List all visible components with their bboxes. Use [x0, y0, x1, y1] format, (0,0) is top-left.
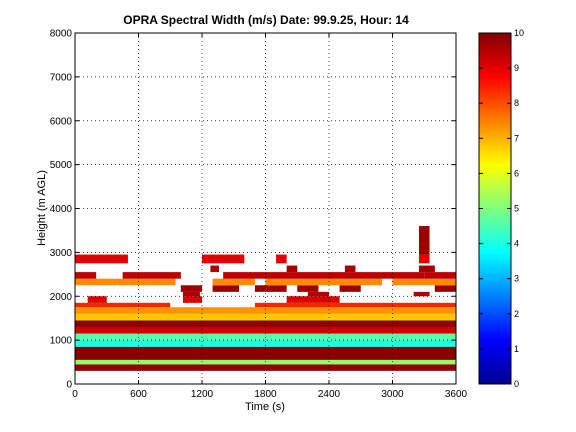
plot-area: 0 600 1200 1800 2400 3000 3600 0 1000 2000 3000 40… [50, 29, 468, 401]
heatmap-cell [75, 340, 456, 347]
heatmap-cell [434, 285, 456, 292]
heatmap-cell [75, 254, 128, 264]
x-tick-label: 1800 [254, 389, 277, 400]
colorbar-tick-label: 0 [514, 379, 519, 389]
heatmap-cell [180, 285, 202, 292]
heatmap-cell [182, 296, 202, 303]
y-tick-label: 7000 [50, 72, 73, 83]
colorbar-tick-label: 4 [514, 239, 519, 249]
x-tick-label: 2400 [318, 389, 341, 400]
heatmap-cell [87, 296, 107, 303]
heatmap-cell [75, 333, 456, 341]
heatmap-cell [307, 291, 329, 297]
colorbar-tick-label: 8 [514, 98, 519, 108]
heatmap-cell [75, 320, 456, 327]
y-tick-label: 2000 [50, 292, 73, 303]
colorbar-gradient [478, 32, 512, 385]
heatmap-cell [418, 226, 430, 255]
heatmap-cell [339, 285, 361, 292]
y-tick-label: 0 [66, 380, 72, 391]
y-axis: 0 1000 2000 3000 4000 5000 6000 7000 8000 [50, 29, 456, 391]
heatmap-cell [182, 291, 200, 297]
heatmap-cell [286, 265, 298, 273]
heatmap-cell [424, 272, 456, 279]
heatmap-cell [122, 272, 181, 279]
heatmap-cell [254, 285, 287, 292]
heatmap-cell [413, 291, 430, 297]
y-tick-label: 5000 [50, 160, 73, 171]
heatmap-cell [265, 278, 382, 286]
heatmap-cells [75, 226, 456, 371]
heatmap-cell [418, 254, 430, 264]
heatmap-cell [75, 278, 176, 286]
heatmap-cell [223, 272, 425, 279]
y-tick-label: 6000 [50, 116, 73, 127]
colorbar-tick-label: 1 [514, 344, 519, 354]
x-tick-label: 3000 [381, 389, 404, 400]
colorbar-tick-label: 6 [514, 168, 519, 178]
y-tick-label: 4000 [50, 204, 73, 215]
y-tick-label: 3000 [50, 248, 73, 259]
heatmap-cell [75, 302, 171, 308]
x-axis: 0 600 1200 1800 2400 3000 3600 [72, 33, 468, 400]
colorbar-tick-label: 7 [514, 133, 519, 143]
x-tick-label: 600 [130, 389, 147, 400]
heatmap-cell [392, 278, 456, 286]
colorbar: 0 1 2 3 4 5 6 7 8 9 10 [478, 28, 524, 389]
grid-lines [75, 33, 456, 384]
colorbar-tick-label: 3 [514, 274, 519, 284]
heatmap-cell [418, 265, 435, 273]
colorbar-tick-label: 5 [514, 204, 519, 214]
y-tick-label: 1000 [50, 336, 73, 347]
colorbar-tick-label: 9 [514, 63, 519, 73]
heatmap-cell [75, 326, 456, 334]
y-axis-label: Height (m AGL) [36, 170, 48, 246]
colorbar-tick-label: 2 [514, 309, 519, 319]
heatmap-cell [202, 254, 245, 264]
x-tick-label: 0 [72, 389, 78, 400]
heatmap-cell [297, 285, 319, 292]
heatmap-cell [75, 364, 456, 371]
x-tick-label: 1200 [191, 389, 214, 400]
chart-title: OPRA Spectral Width (m/s) Date: 99.9.25,… [123, 13, 409, 27]
colorbar-ticks: 0 1 2 3 4 5 6 7 8 9 10 [479, 28, 524, 389]
x-axis-label: Time (s) [245, 401, 285, 413]
heatmap-cell [75, 307, 456, 314]
heatmap-cell [254, 302, 456, 308]
heatmap-cell [212, 285, 240, 292]
heatmap-cell [276, 254, 287, 264]
heatmap-cell [286, 296, 340, 303]
heatmap-cell [210, 265, 219, 273]
heatmap-cell [212, 278, 255, 286]
y-tick-label: 8000 [50, 29, 73, 40]
colorbar-tick-label: 10 [514, 28, 524, 38]
heatmap-cell [75, 359, 456, 365]
heatmap-cell [75, 272, 97, 279]
heatmap-cell [344, 265, 356, 273]
x-tick-label: 3600 [445, 389, 468, 400]
